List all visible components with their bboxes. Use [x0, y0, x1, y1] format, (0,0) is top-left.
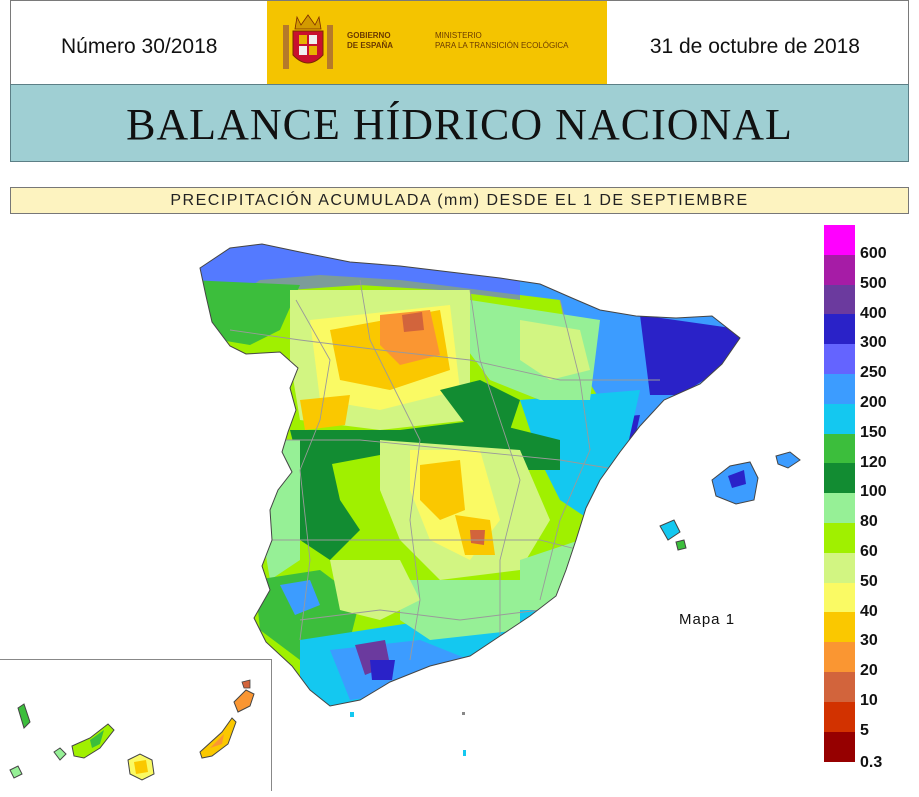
legend-label: 100	[860, 483, 887, 501]
legend-label: 60	[860, 543, 878, 560]
legend-swatch	[824, 523, 855, 553]
legend-item: 250	[824, 344, 914, 381]
subtitle-bar: PRECIPITACIÓN ACUMULADA (mm) DESDE EL 1 …	[10, 187, 909, 214]
legend-swatch	[824, 254, 855, 285]
gov-line-1: GOBIERNO	[347, 31, 391, 40]
legend-item: 0.3	[824, 731, 914, 771]
legend-label: 5	[860, 721, 869, 739]
legend-label: 80	[860, 513, 878, 531]
legend-label: 200	[860, 394, 887, 411]
legend-item: 5	[824, 701, 914, 739]
legend-item: 20	[824, 642, 914, 679]
legend-label: 250	[860, 364, 887, 382]
province-borders	[229, 279, 660, 661]
legend-item: 120	[824, 433, 914, 471]
government-logo: GOBIERNO DE ESPAÑA MINISTERIO PARA LA TR…	[267, 1, 607, 85]
legend-label: 50	[860, 572, 878, 590]
legend-swatch	[824, 552, 855, 583]
ministry-text: MINISTERIO PARA LA TRANSICIÓN ECOLÓGICA	[435, 31, 605, 51]
ministry-line-1: MINISTERIO	[435, 31, 482, 40]
legend-item: 50	[824, 552, 914, 590]
legend-item: 500	[824, 254, 914, 292]
legend-swatch	[824, 403, 855, 434]
legend-label: 600	[860, 245, 887, 262]
legend-swatch	[824, 493, 855, 524]
legend-label: 300	[860, 334, 887, 352]
legend-swatch	[824, 344, 855, 375]
precipitation-map	[199, 243, 801, 756]
alboran-marker	[462, 712, 465, 715]
ministry-line-2: PARA LA TRANSICIÓN ECOLÓGICA	[435, 41, 569, 50]
legend-swatch	[824, 731, 855, 762]
ceuta-marker	[350, 712, 354, 717]
legend-swatch	[824, 284, 855, 315]
gov-line-2: DE ESPAÑA	[347, 41, 394, 50]
bulletin-header: Número 30/2018 GOBIERNO DE ESPAÑA MINIST…	[10, 0, 909, 85]
legend-swatch	[824, 225, 855, 255]
legend-label: 120	[860, 453, 887, 471]
canary-islands-inset	[0, 659, 272, 791]
legend-item: 400	[824, 284, 914, 322]
legend-swatch	[824, 701, 855, 732]
legend-item: 10	[824, 672, 914, 709]
legend-swatch	[824, 582, 855, 613]
legend-swatch	[824, 374, 855, 404]
title-bar: BALANCE HÍDRICO NACIONAL	[10, 84, 909, 162]
legend-label: 150	[860, 423, 887, 441]
melilla-marker	[463, 750, 466, 756]
legend-swatch	[824, 463, 855, 494]
page-title: BALANCE HÍDRICO NACIONAL	[126, 100, 793, 149]
legend-item: 60	[824, 523, 914, 560]
legend-item: 300	[824, 314, 914, 351]
canary-islands-map	[9, 679, 255, 781]
map-subtitle: PRECIPITACIÓN ACUMULADA (mm) DESDE EL 1 …	[170, 192, 749, 209]
coat-of-arms-icon	[283, 14, 333, 69]
legend-label: 500	[860, 274, 887, 292]
legend-item: 80	[824, 493, 914, 530]
balearic-islands	[659, 451, 801, 551]
legend-label: 20	[860, 662, 878, 680]
legend-swatch	[824, 314, 855, 345]
legend-label: 0.3	[860, 753, 883, 771]
legend-item: 40	[824, 582, 914, 620]
legend-swatch	[824, 612, 855, 643]
gov-text: GOBIERNO DE ESPAÑA	[347, 31, 417, 51]
legend-item: 100	[824, 463, 914, 500]
legend-item: 600	[824, 225, 914, 262]
legend-swatch	[824, 642, 855, 673]
legend-item: 200	[824, 374, 914, 411]
legend-item: 30	[824, 612, 914, 649]
bulletin-date: 31 de octubre de 2018	[649, 35, 860, 58]
legend-swatch	[824, 672, 855, 702]
legend-swatch	[824, 433, 855, 464]
legend-label: 400	[860, 304, 887, 322]
legend-label: 40	[860, 602, 878, 620]
map-label: Mapa 1	[679, 611, 736, 628]
legend-label: 10	[860, 692, 878, 709]
precipitation-fill	[200, 244, 740, 706]
legend-item: 150	[824, 403, 914, 441]
legend-label: 30	[860, 632, 878, 650]
issue-number: Número 30/2018	[61, 35, 218, 58]
